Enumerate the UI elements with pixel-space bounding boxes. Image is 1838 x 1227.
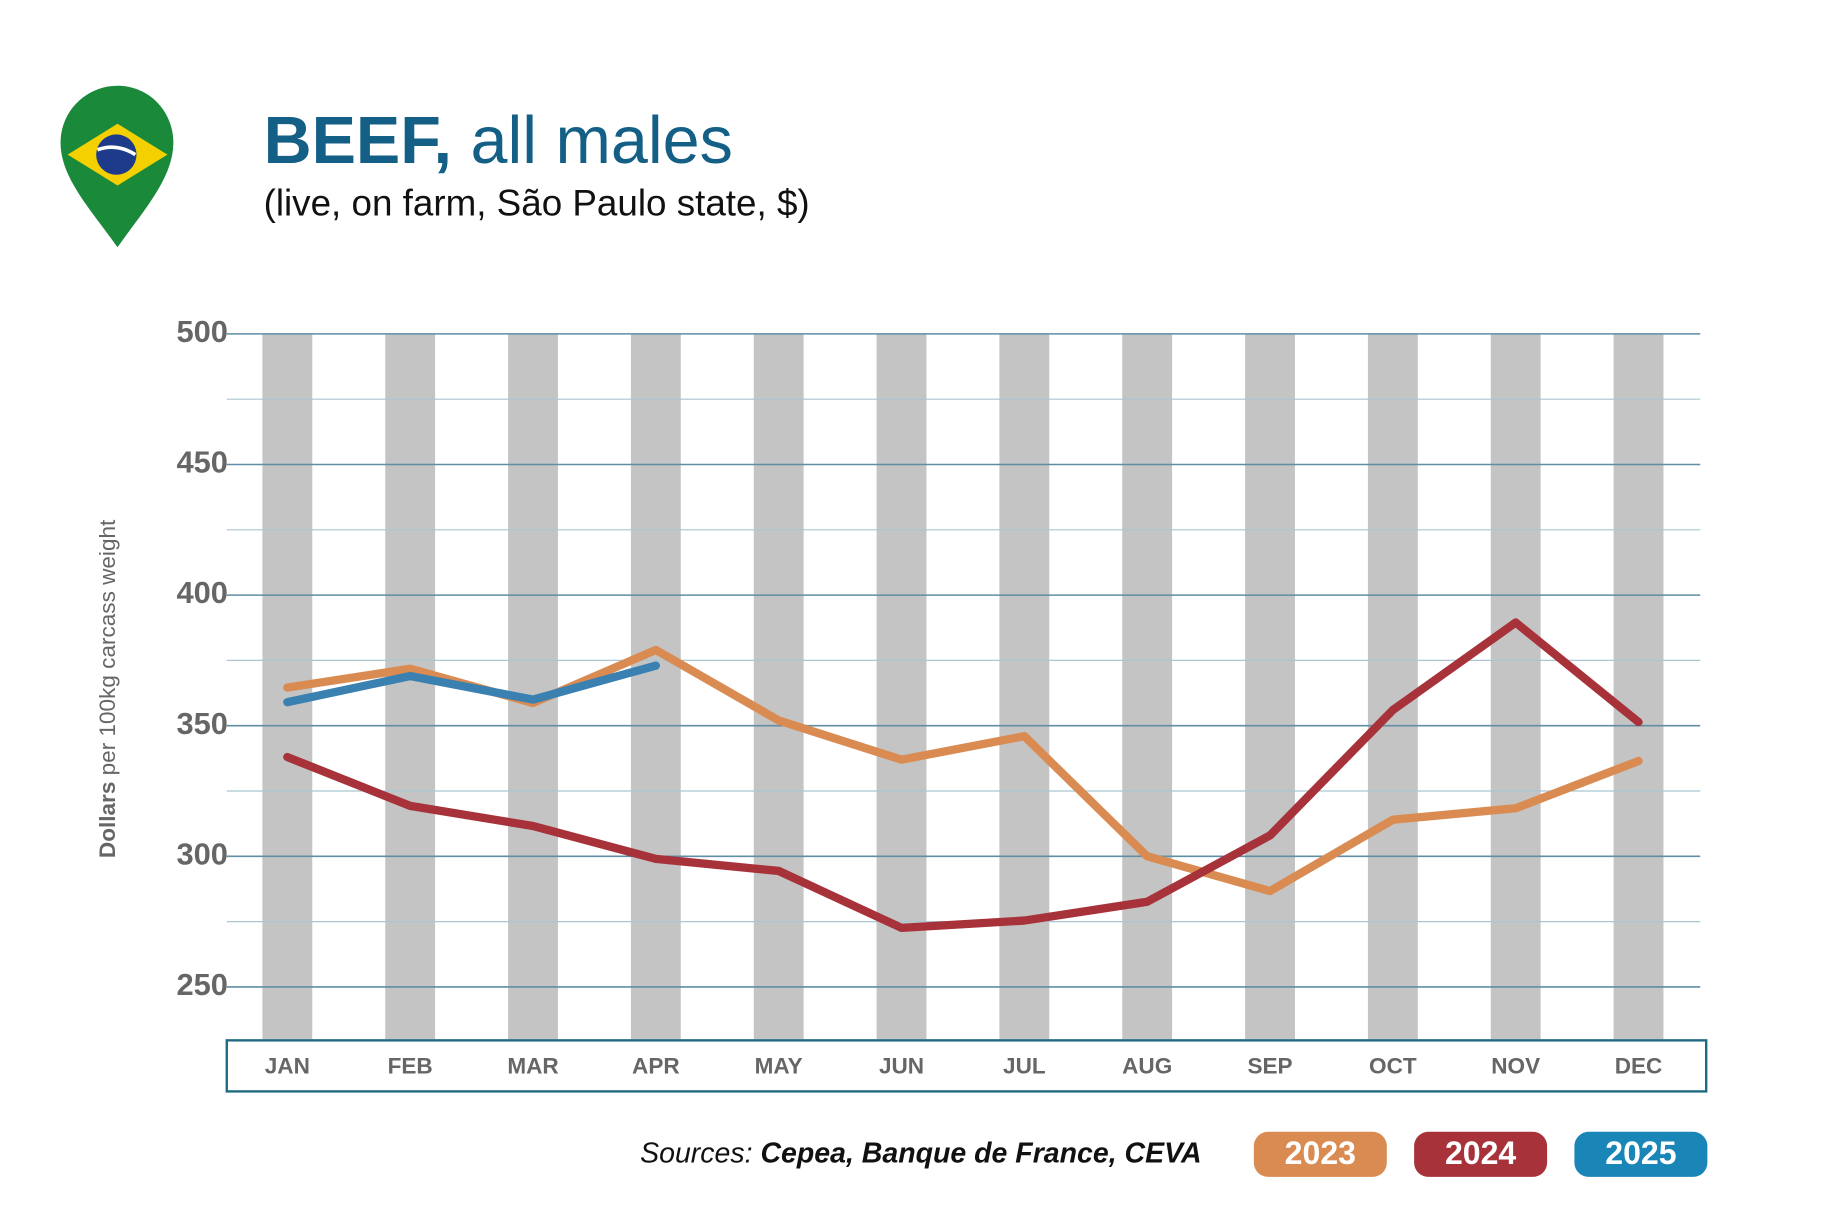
month-column [1367, 333, 1418, 1040]
y-tick-label: 300 [176, 836, 228, 871]
x-tick-label: SEP [1247, 1054, 1292, 1079]
month-column [1245, 333, 1295, 1040]
legend-swatch [1253, 1131, 1387, 1177]
y-tick-label: 500 [176, 314, 228, 349]
brazil-pin [60, 85, 174, 248]
legend-swatch [1574, 1131, 1708, 1177]
source-names: Cepea, Banque de France, CEVA [760, 1137, 1201, 1169]
x-tick-label: APR [632, 1054, 680, 1079]
month-column [385, 333, 436, 1040]
series-line [283, 661, 660, 707]
chart-subtitle: (live, on farm, São Paulo state, $) [264, 182, 810, 223]
month-column [876, 333, 927, 1040]
legend-label: 2024 [1445, 1135, 1516, 1171]
y-tick-label: 400 [176, 575, 228, 610]
month-column [753, 333, 804, 1040]
x-labels: JAN FEB MAR APR MAY JUN JUL AUG SEP OCT NOV DEC [265, 1054, 1663, 1079]
legend: 2023 2024 2025 [1253, 1131, 1708, 1177]
x-tick-label: DEC [1615, 1054, 1663, 1079]
y-axis-label: Dollars per 100kg carcass weight [95, 519, 120, 858]
y-label-bold: Dollars [95, 782, 120, 858]
legend-label: 2025 [1605, 1135, 1676, 1171]
month-column [999, 333, 1050, 1040]
x-tick-label: JAN [265, 1054, 310, 1079]
month-column [508, 333, 558, 1040]
title-bold: BEEF, [264, 104, 452, 178]
grid: 250 300 350 400 450 500 [176, 314, 1701, 1002]
series-line [283, 618, 1643, 933]
y-tick-label: 450 [176, 445, 228, 480]
y-tick-label: 250 [176, 967, 228, 1002]
legend-swatch [1414, 1131, 1548, 1177]
month-column [1613, 333, 1664, 1040]
lines [283, 618, 1643, 933]
series-line [283, 645, 1643, 896]
month-column [1490, 333, 1541, 1040]
y-tick-label: 350 [176, 706, 228, 741]
title-rest: all males [470, 104, 732, 178]
x-tick-label: OCT [1369, 1054, 1417, 1079]
x-tick-label: NOV [1491, 1054, 1540, 1079]
month-column [1122, 333, 1173, 1040]
x-tick-label: MAY [755, 1054, 803, 1079]
x-tick-label: JUL [1003, 1054, 1046, 1079]
month-column [630, 333, 681, 1040]
legend-label: 2023 [1285, 1135, 1356, 1171]
x-tick-label: FEB [388, 1054, 433, 1079]
x-tick-label: MAR [507, 1054, 558, 1079]
source-label: Sources: [640, 1137, 752, 1169]
y-label-rest: per 100kg carcass weight [95, 519, 120, 775]
chart-title: BEEF, all males [264, 104, 733, 178]
sources: Sources: Cepea, Banque de France, CEVA [640, 1137, 1201, 1169]
x-tick-label: AUG [1122, 1054, 1172, 1079]
x-tick-label: JUN [879, 1054, 924, 1079]
x-axis-box [225, 1039, 1708, 1093]
